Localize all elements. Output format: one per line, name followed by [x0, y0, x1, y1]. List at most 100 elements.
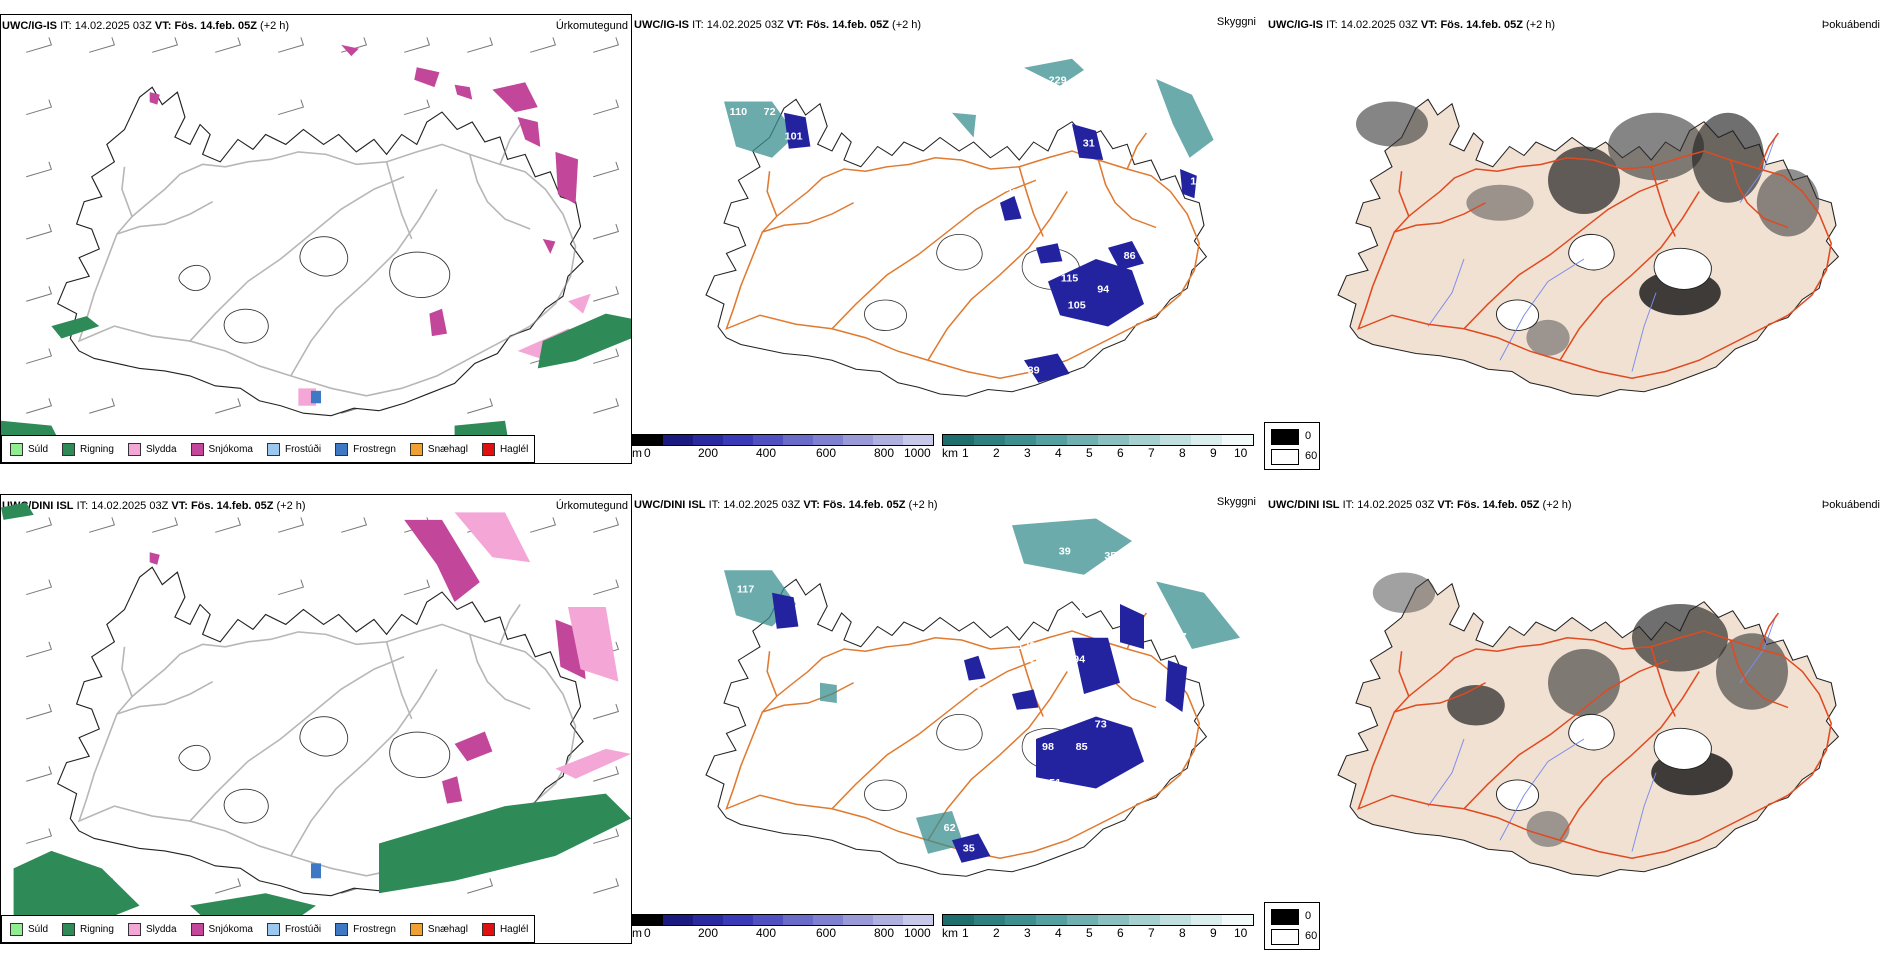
lead-time: (+2 h)	[1526, 19, 1556, 31]
legend-swatch	[409, 922, 423, 936]
cloud-base-unit: m	[632, 926, 642, 940]
vt-label: VT:	[1420, 19, 1438, 31]
vis-label: 107	[1169, 632, 1187, 643]
cloud-base-tick: 600	[816, 926, 837, 940]
visibility-tick: 1	[962, 446, 969, 460]
fog-legend-dark-swatch	[1271, 909, 1299, 925]
vis-label: 73	[1006, 355, 1018, 366]
rain-areas	[1, 502, 631, 931]
vis-label: 97	[1107, 585, 1119, 596]
vt-label: VT:	[786, 19, 804, 31]
visibility-tick: 10	[1234, 446, 1248, 460]
legend-label: Slydda	[145, 923, 177, 935]
vt-value: Fös. 14.feb. 05Z	[1440, 19, 1523, 31]
visibility-unit: km	[942, 446, 958, 460]
legend-swatch	[266, 442, 280, 456]
vis-label: 29	[1006, 188, 1018, 199]
vis-label: 73	[1095, 720, 1107, 731]
it-value: 14.02.2025 03Z	[91, 500, 169, 512]
legend-swatch	[127, 442, 141, 456]
legend-item: Frostúði	[266, 442, 321, 456]
visibility-tick: 2	[993, 926, 1000, 940]
vis-label: 51	[1049, 779, 1061, 790]
visibility-panel-title: Skyggni	[1216, 496, 1256, 508]
precip-panel-title: Úrkomutegund	[555, 500, 628, 512]
cloud-base-tick: 600	[816, 446, 837, 460]
cloud-base-tick: 800	[874, 926, 895, 940]
legend-label: Frostregn	[353, 923, 396, 935]
snow-areas	[149, 44, 579, 337]
vis-label: 229	[1049, 76, 1067, 87]
vis-label: 22	[1030, 655, 1042, 666]
vis-label: 98	[1042, 743, 1054, 754]
legend-swatch	[190, 922, 204, 936]
legend-item: Súld	[10, 922, 49, 936]
it-label: IT:	[1326, 19, 1338, 31]
model-name: UWC/IG-IS	[634, 19, 689, 31]
legend-label: Snjókoma	[208, 923, 253, 935]
vt-value: Fös. 14.feb. 05Z	[174, 20, 257, 32]
freezing-areas	[310, 390, 322, 404]
cloud-base-tick: 200	[698, 926, 719, 940]
it-label: IT:	[708, 499, 721, 511]
vis-label: 85	[1076, 743, 1088, 754]
vis-label: 94	[1073, 655, 1085, 666]
legend-label: Snæhagl	[427, 443, 468, 455]
vis-label: 35	[963, 844, 975, 855]
precip-legend: Súld Rigning Slydda Snjókoma Frostúði Fr…	[1, 915, 536, 943]
cloud-base-tick: 800	[874, 446, 895, 460]
lead-time: (+2 h)	[260, 20, 290, 32]
cloud-base-tick: 1000	[904, 926, 931, 940]
it-value: 14.02.2025 03Z	[1357, 499, 1435, 511]
visibility-panel: UWC/IG-IS IT: 14.02.2025 03Z VT: Fös. 14…	[632, 14, 1264, 484]
legend-label: Súld	[28, 923, 49, 935]
forecast-row-dini-isl: UWC/DINI ISL IT: 14.02.2025 03Z VT: Fös.…	[0, 494, 1900, 964]
precip-map	[1, 36, 631, 459]
legend-swatch	[409, 442, 423, 456]
legend-label: Snjókoma	[208, 443, 253, 455]
it-value: 14.02.2025 03Z	[74, 20, 152, 32]
legend-item: Súld	[10, 442, 48, 456]
fog-map	[1337, 98, 1840, 397]
rivers	[1427, 615, 1777, 852]
cloud-base-tick: 0	[644, 926, 651, 940]
legend-label: Haglél	[499, 443, 529, 455]
fog-legend-dark-label: 0	[1305, 910, 1312, 922]
visibility-header: UWC/IG-IS IT: 14.02.2025 03Z VT: Fös. 14…	[634, 19, 921, 32]
vis-label: 117	[737, 585, 755, 596]
visibility-tick: 1	[962, 926, 969, 940]
legend-item: Snæhagl	[409, 442, 468, 456]
it-label: IT:	[76, 500, 89, 512]
vt-value: Fös. 14.feb. 05Z	[190, 500, 274, 512]
precip-type-panel: UWC/IG-IS IT: 14.02.2025 03Z VT: Fös. 14…	[0, 14, 632, 484]
visibility-tick: 2	[993, 446, 1000, 460]
visibility-tick: 8	[1179, 446, 1186, 460]
lead-time: (+2 h)	[908, 499, 938, 511]
vis-label: 39	[1059, 547, 1071, 558]
vt-label: VT:	[803, 499, 820, 511]
vis-label: 115	[1061, 274, 1079, 285]
model-name: UWC/IG-IS	[2, 20, 57, 32]
fog-header: UWC/IG-IS IT: 14.02.2025 03Z VT: Fös. 14…	[1268, 19, 1555, 32]
model-name: UWC/DINI ISL	[1268, 499, 1340, 511]
legend-swatch	[266, 922, 280, 936]
legend-swatch	[335, 442, 349, 456]
precip-panel-title: Úrkomutegund	[555, 20, 628, 32]
legend-swatch	[481, 922, 495, 936]
vis-label: 72	[764, 107, 776, 118]
legend-swatch	[62, 922, 76, 936]
visibility-panel-title: Skyggni	[1216, 16, 1256, 28]
freezing-areas	[310, 863, 322, 879]
vis-label: 94	[1097, 285, 1109, 296]
it-label: IT:	[1342, 499, 1355, 511]
visibility-map: 39 35 33 97 137 69 117 112 120 22 94 107…	[705, 518, 1240, 877]
visibility-colorbar	[942, 434, 1254, 446]
vt-label: VT:	[171, 500, 188, 512]
vis-label: 119	[1078, 173, 1096, 184]
lead-time: (+2 h)	[276, 500, 306, 512]
low-cloud-areas	[784, 112, 1197, 383]
legend-label: Frostúði	[284, 923, 322, 935]
precip-map-frame: UWC/IG-IS IT: 14.02.2025 03Z VT: Fös. 14…	[0, 14, 632, 464]
precip-map-frame: UWC/DINI ISL IT: 14.02.2025 03Z VT: Fös.…	[0, 494, 632, 944]
legend-swatch	[190, 442, 204, 456]
